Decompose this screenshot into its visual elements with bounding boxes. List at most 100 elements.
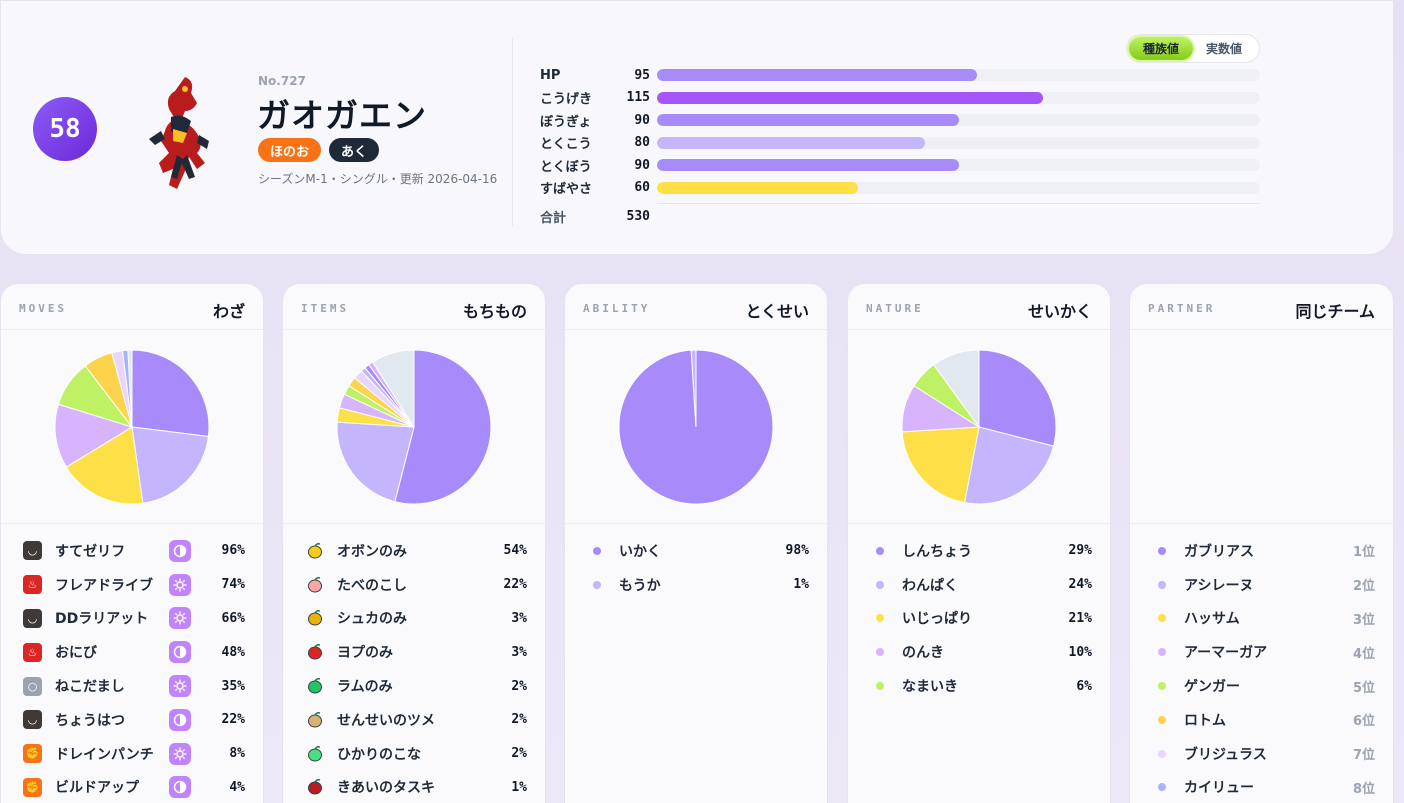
stat-value: 60 — [634, 180, 650, 196]
held-item-icon — [305, 642, 325, 662]
pie-slice — [933, 348, 980, 429]
item-row[interactable]: ひかりのこな 2% — [283, 737, 545, 771]
items-list: オボンのみ 54% たべのこし 22% シュカのみ 3% ヨプのみ 3% ラムのみ 2% せんせいの… — [283, 524, 545, 803]
pie-slice — [963, 425, 1055, 504]
stat-value: 90 — [634, 112, 650, 128]
nature-name: なまいき — [902, 679, 958, 696]
partner-name: カイリュー — [1184, 780, 1254, 797]
item-row[interactable]: たべのこし 22% — [283, 568, 545, 602]
ability-list: いかく 98% もうか 1% — [565, 524, 827, 602]
held-item-icon — [305, 541, 325, 561]
move-usage-percent: 22% — [221, 712, 245, 728]
move-row[interactable]: ◡ すてゼリフ 96% — [1, 534, 263, 568]
partner-row[interactable]: ロトム 6位 — [1130, 703, 1393, 737]
move-row[interactable]: ✊ ドレインパンチ 8% — [1, 737, 263, 771]
stat-label: とくぼう — [540, 159, 592, 175]
type-badges: ほのお あく — [258, 138, 380, 162]
move-type-icon: ◡ — [23, 608, 42, 628]
move-usage-percent: 4% — [229, 779, 245, 795]
move-row[interactable]: ◡ ちょうはつ 22% — [1, 703, 263, 737]
nature-row[interactable]: しんちょう 29% — [848, 534, 1110, 568]
stat-row: すばやさ 60 — [540, 177, 1260, 200]
items-card-header: ITEMS もちもの — [283, 284, 545, 330]
stat-bar-track — [657, 181, 1260, 194]
item-row[interactable]: ラムのみ 2% — [283, 669, 545, 703]
move-usage-percent: 74% — [221, 577, 245, 593]
nature-row[interactable]: わんぱく 24% — [848, 568, 1110, 602]
nature-row[interactable]: のんき 10% — [848, 635, 1110, 669]
partner-rank: 7位 — [1352, 748, 1375, 764]
ability-pie-container — [565, 330, 827, 524]
move-row[interactable]: ○ ねこだまし 35% — [1, 669, 263, 703]
physical-category-icon — [169, 742, 191, 765]
move-name: ちょうはつ — [55, 712, 125, 729]
ability-row[interactable]: いかく 98% — [565, 534, 827, 568]
move-row[interactable]: ♨ フレアドライブ 74% — [1, 568, 263, 602]
legend-dot — [1158, 715, 1166, 724]
item-row[interactable]: オボンのみ 54% — [283, 534, 545, 568]
stat-label: こうげき — [540, 92, 593, 108]
item-row[interactable]: せんせいのツメ 2% — [283, 703, 545, 737]
stat-value: 115 — [626, 90, 650, 106]
ability-name: もうか — [619, 577, 661, 594]
status-category-icon — [169, 539, 191, 562]
partner-name: アーマーガア — [1184, 645, 1268, 662]
move-type-icon: ♨ — [23, 575, 42, 595]
nature-row[interactable]: なまいき 6% — [848, 669, 1110, 703]
item-usage-percent: 54% — [503, 543, 527, 559]
partner-row[interactable]: アーマーガア 4位 — [1130, 635, 1393, 669]
nature-pie-container — [848, 330, 1110, 524]
item-row[interactable]: シュカのみ 3% — [283, 602, 545, 636]
partner-row[interactable]: ゲンガー 5位 — [1130, 669, 1393, 703]
item-row[interactable]: ヨプのみ 3% — [283, 635, 545, 669]
stat-bar-track — [657, 69, 1260, 82]
nature-usage-percent: 10% — [1068, 644, 1092, 660]
stat-bar-fill — [657, 69, 977, 82]
move-row[interactable]: ✊ ビルドアップ 4% — [1, 771, 263, 803]
legend-dot — [1158, 580, 1166, 589]
ability-pie-chart — [618, 348, 774, 504]
physical-category-icon — [169, 573, 191, 596]
moves-card-header: MOVES わざ — [1, 284, 263, 330]
item-name: せんせいのツメ — [337, 712, 435, 729]
partner-row[interactable]: ブリジュラス 7位 — [1130, 737, 1393, 771]
move-type-icon: ◡ — [23, 541, 42, 561]
partner-row[interactable]: カイリュー 8位 — [1130, 771, 1393, 803]
legend-dot — [1158, 648, 1166, 657]
nature-list: しんちょう 29% わんぱく 24% いじっぱり 21% のんき 10% なまいき 6% — [848, 524, 1110, 703]
type-badge-fire: ほのお — [258, 138, 322, 162]
partner-empty-area — [1130, 330, 1393, 524]
nature-usage-percent: 21% — [1068, 610, 1092, 626]
header-divider — [512, 37, 513, 227]
partner-row[interactable]: ハッサム 3位 — [1130, 602, 1393, 636]
legend-dot — [1158, 614, 1166, 623]
held-item-icon — [305, 575, 325, 595]
pie-slice — [394, 348, 492, 504]
partner-rank: 1位 — [1352, 545, 1375, 561]
moves-pie-chart — [54, 348, 210, 504]
base-stats-toggle[interactable]: 種族値 — [1129, 37, 1193, 60]
nature-name: のんき — [902, 645, 944, 662]
pokemon-name: ガオガエン — [257, 96, 427, 135]
item-row[interactable]: きあいのタスキ 1% — [283, 771, 545, 803]
stat-bar-track — [657, 136, 1260, 149]
legend-dot — [876, 614, 884, 623]
move-usage-percent: 48% — [221, 644, 245, 660]
move-row[interactable]: ♨ おにび 48% — [1, 635, 263, 669]
card-title-jp: とくせい — [745, 302, 809, 321]
pie-slice — [978, 348, 1057, 447]
item-usage-percent: 3% — [511, 644, 527, 660]
ability-card-header: ABILITY とくせい — [565, 284, 827, 330]
partner-card-header: PARTNER 同じチーム — [1130, 284, 1393, 330]
partner-name: ガブリアス — [1184, 543, 1254, 560]
actual-stats-toggle[interactable]: 実数値 — [1205, 42, 1242, 56]
nature-row[interactable]: いじっぱり 21% — [848, 602, 1110, 636]
partner-row[interactable]: ガブリアス 1位 — [1130, 534, 1393, 568]
ability-row[interactable]: もうか 1% — [565, 568, 827, 602]
move-row[interactable]: ◡ DDラリアット 66% — [1, 602, 263, 636]
move-type-icon: ○ — [23, 676, 42, 696]
partner-row[interactable]: アシレーヌ 2位 — [1130, 568, 1393, 602]
stat-row: とくぼう 90 — [540, 154, 1260, 177]
move-name: ねこだまし — [55, 679, 125, 696]
nature-usage-percent: 29% — [1068, 543, 1092, 559]
